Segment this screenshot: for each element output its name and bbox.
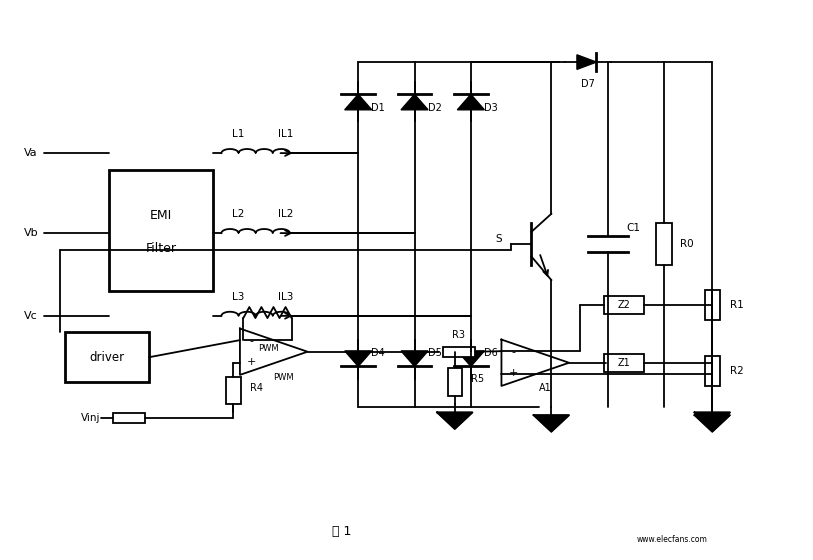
Text: Vc: Vc	[24, 311, 38, 321]
Text: D4: D4	[372, 348, 385, 358]
Bar	[64, 333, 149, 382]
Text: A1: A1	[539, 383, 552, 393]
Text: R4: R4	[250, 382, 263, 393]
Text: EMI: EMI	[150, 209, 172, 222]
Text: D1: D1	[372, 102, 385, 113]
Text: R1: R1	[729, 300, 743, 310]
Text: Va: Va	[24, 148, 38, 158]
Text: www.elecfans.com: www.elecfans.com	[637, 535, 707, 544]
Text: +: +	[247, 357, 256, 367]
Text: R0: R0	[680, 239, 693, 249]
Bar	[113, 413, 145, 423]
Bar	[447, 368, 462, 396]
Bar	[705, 290, 720, 320]
Text: IL1: IL1	[278, 129, 293, 139]
Text: PWM: PWM	[273, 373, 294, 382]
Polygon shape	[345, 95, 372, 110]
Text: -: -	[511, 347, 515, 357]
Text: S: S	[496, 234, 502, 244]
Text: Z2: Z2	[617, 300, 630, 310]
Text: 图 1: 图 1	[333, 525, 352, 538]
Polygon shape	[458, 351, 485, 366]
Polygon shape	[437, 412, 472, 429]
Text: -: -	[250, 337, 254, 346]
Bar	[603, 354, 644, 372]
Text: L3: L3	[233, 292, 245, 301]
Text: D7: D7	[580, 79, 594, 89]
Text: L2: L2	[233, 209, 245, 219]
Bar	[109, 170, 213, 291]
Polygon shape	[458, 95, 485, 110]
Text: Vb: Vb	[24, 228, 39, 238]
Text: Vinj: Vinj	[80, 413, 100, 423]
Text: R5: R5	[471, 374, 484, 384]
Bar	[603, 296, 644, 314]
Polygon shape	[694, 412, 730, 429]
Text: D3: D3	[484, 102, 498, 113]
Text: D6: D6	[484, 348, 498, 358]
Polygon shape	[345, 351, 372, 366]
Bar	[705, 356, 720, 386]
Text: L1: L1	[233, 129, 245, 139]
Text: D2: D2	[428, 102, 441, 113]
Bar	[226, 376, 241, 404]
Polygon shape	[401, 351, 428, 366]
Text: Z1: Z1	[617, 358, 630, 368]
Text: IL3: IL3	[278, 292, 293, 301]
Bar	[656, 223, 672, 265]
Polygon shape	[401, 95, 428, 110]
Text: D5: D5	[428, 348, 441, 358]
Text: driver: driver	[89, 351, 124, 364]
Text: PWM: PWM	[259, 344, 279, 353]
Bar	[443, 347, 475, 357]
Text: Filter: Filter	[146, 242, 176, 255]
Text: R2: R2	[729, 366, 743, 376]
Text: +: +	[509, 368, 518, 378]
Text: IL2: IL2	[278, 209, 293, 219]
Polygon shape	[694, 415, 730, 432]
Polygon shape	[533, 415, 569, 432]
Text: R3: R3	[452, 330, 465, 340]
Polygon shape	[577, 55, 597, 69]
Text: C1: C1	[626, 222, 641, 232]
